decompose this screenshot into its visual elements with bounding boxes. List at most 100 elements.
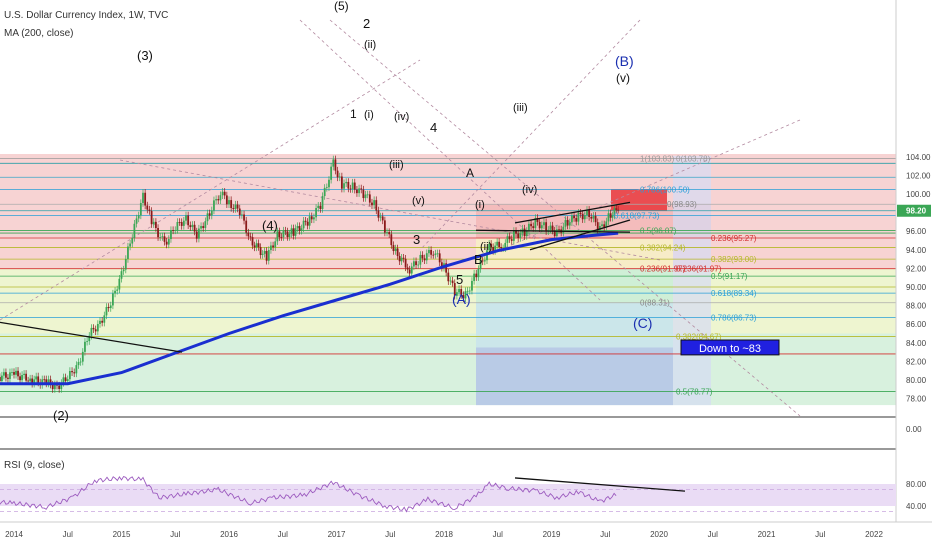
rsi-indicator-label[interactable]: RSI (9, close) (4, 460, 65, 471)
price-candle (423, 258, 426, 261)
price-candle (3, 372, 5, 376)
price-candle (267, 250, 270, 261)
price-candle (223, 191, 226, 196)
price-candle (92, 327, 95, 330)
price-candle (99, 320, 101, 324)
price-candle (157, 228, 159, 238)
price-candle (185, 215, 187, 221)
price-candle (195, 231, 198, 239)
price-candle (288, 233, 291, 238)
price-candle (107, 306, 110, 309)
wave-label: (ii) (480, 241, 492, 253)
price-candle (118, 278, 121, 290)
fib-label: 0.236(91.97) (640, 265, 686, 274)
price-candle (383, 220, 386, 233)
price-candle (449, 280, 452, 282)
price-candle (159, 237, 162, 238)
price-candle (549, 225, 552, 230)
price-candle (460, 289, 463, 296)
price-candle (471, 280, 473, 291)
rsi-divergence-line (514, 477, 686, 492)
fib-label: 0.382(84.67) (676, 333, 722, 342)
price-candle (109, 305, 112, 309)
price-candle (243, 214, 245, 221)
price-candle (445, 263, 448, 273)
price-candle (381, 216, 384, 221)
price-candle (396, 248, 399, 256)
price-candle (255, 243, 258, 248)
price-candle (77, 362, 80, 366)
fib-fan-line (419, 19, 641, 251)
price-candle (274, 241, 277, 248)
price-candle (310, 216, 313, 220)
ma-200-line (0, 231, 619, 386)
time-axis-tick: Jul (63, 530, 73, 539)
price-candle (116, 289, 119, 291)
price-candle (579, 212, 582, 215)
price-candle (515, 230, 517, 234)
time-axis-tick: 2022 (865, 530, 883, 539)
fib-label: 0.5(96.07) (640, 227, 677, 236)
price-candle (53, 384, 56, 390)
price-candle (512, 230, 515, 241)
price-candle (180, 222, 183, 226)
price-candle (364, 194, 367, 199)
wave-label: (5) (334, 0, 349, 13)
wave-label: 1 (350, 107, 357, 121)
price-candle (217, 199, 220, 201)
price-candle (525, 230, 528, 237)
time-axis-tick: 2021 (758, 530, 776, 539)
price-candle (189, 225, 192, 228)
price-candle (0, 377, 1, 382)
price-candle (25, 373, 27, 381)
fib-label: 0(103.78) (676, 154, 711, 163)
price-candle (451, 280, 454, 284)
price-candle (94, 329, 97, 332)
price-candle (29, 378, 32, 382)
price-candle (545, 222, 548, 232)
price-candle (272, 245, 274, 248)
price-candle (236, 204, 239, 209)
price-candle (43, 379, 46, 381)
wave-label: (4) (262, 218, 278, 233)
target-box-label: Down to ~83 (699, 343, 761, 355)
price-candle (9, 372, 11, 379)
time-axis-tick: Jul (385, 530, 395, 539)
wave-label: (iv) (394, 111, 409, 123)
price-candle (325, 187, 328, 189)
price-candle (5, 372, 7, 378)
price-candle (598, 225, 601, 231)
price-candle (73, 372, 76, 374)
price-candle (47, 379, 50, 384)
price-candle (488, 243, 491, 251)
fib-zone-teal (476, 302, 673, 348)
price-candle (349, 188, 352, 190)
price-candle (500, 247, 503, 249)
price-candle (456, 292, 458, 296)
price-candle (219, 195, 222, 201)
time-axis-tick: 2018 (435, 530, 453, 539)
price-candle (122, 269, 125, 272)
price-candle (353, 182, 356, 190)
price-candle (88, 335, 91, 342)
price-candle (351, 182, 354, 189)
ma-indicator-label[interactable]: MA (200, close) (4, 28, 74, 39)
price-candle (340, 176, 343, 189)
price-candle (178, 222, 181, 223)
price-candle (238, 208, 241, 215)
price-candle (596, 222, 599, 231)
price-candle (440, 262, 443, 268)
price-candle (167, 239, 170, 245)
price-candle (425, 253, 428, 261)
price-candle (245, 220, 248, 233)
price-candle (302, 220, 305, 229)
price-candle (232, 208, 235, 210)
wave-label: (iii) (513, 102, 528, 114)
chart-title: U.S. Dollar Currency Index, 1W, TVC (4, 10, 169, 21)
price-candle (368, 194, 371, 203)
price-candle (198, 228, 200, 239)
price-candle (398, 255, 401, 262)
price-candle (193, 224, 196, 232)
fib-label: 0.5(78.77) (676, 387, 713, 396)
